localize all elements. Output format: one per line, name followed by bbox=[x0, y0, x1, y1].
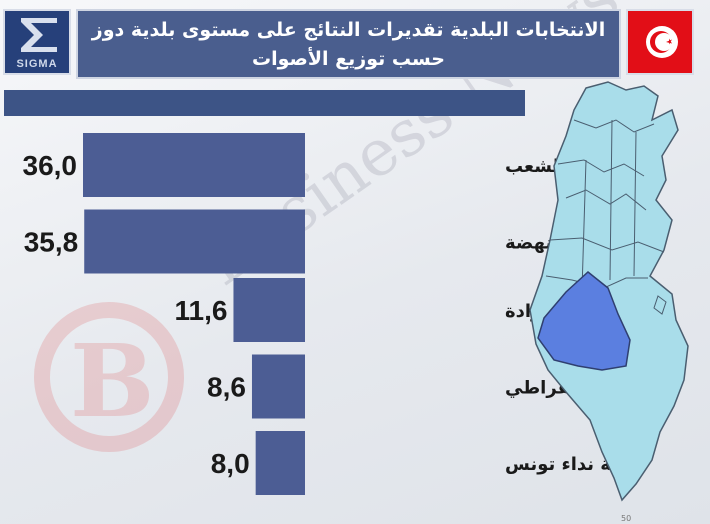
title-line-2: حسب توزيع الأصوات bbox=[251, 48, 445, 70]
bar-value-label: 11,6 bbox=[175, 295, 228, 326]
map-island bbox=[653, 295, 667, 315]
tunisia-map bbox=[529, 81, 689, 502]
crescent-star-icon bbox=[650, 31, 673, 53]
watermark-logo-letter: B bbox=[70, 322, 155, 440]
bar bbox=[84, 209, 305, 274]
bar-value-label: 35,8 bbox=[24, 227, 79, 258]
title-line-1: الانتخابات البلدية تقديرات النتائج على م… bbox=[91, 19, 606, 41]
chart-header-bar bbox=[4, 90, 525, 116]
bar bbox=[251, 354, 305, 419]
sigma-logo: SIGMA bbox=[3, 9, 71, 75]
bar bbox=[255, 431, 305, 495]
bar-value-label: 36,0 bbox=[23, 150, 78, 181]
bar bbox=[233, 278, 305, 342]
page-number: 50 bbox=[621, 514, 632, 523]
slide-title: الانتخابات البلدية تقديرات النتائج على م… bbox=[76, 9, 621, 79]
sigma-icon bbox=[21, 18, 57, 52]
tunisia-flag bbox=[626, 9, 694, 75]
flag-disc bbox=[646, 26, 678, 58]
bar-value-label: 8,0 bbox=[211, 448, 250, 479]
map-region-highlight bbox=[537, 271, 631, 371]
bar bbox=[83, 133, 305, 197]
logo-text: SIGMA bbox=[16, 58, 58, 70]
bar-value-label: 8,6 bbox=[207, 372, 246, 403]
